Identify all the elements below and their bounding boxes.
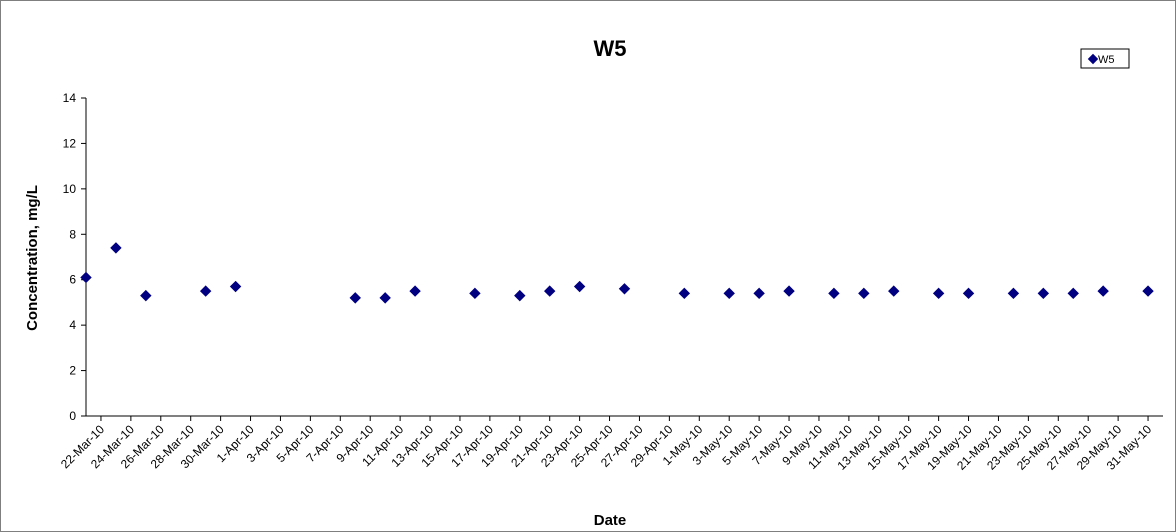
data-point xyxy=(858,287,870,300)
data-point xyxy=(469,287,481,300)
y-tick-label: 6 xyxy=(69,273,76,287)
y-tick-label: 2 xyxy=(69,364,76,378)
data-point xyxy=(573,280,586,293)
chart-title: W5 xyxy=(594,36,627,61)
data-point xyxy=(110,242,122,254)
data-point xyxy=(140,289,152,302)
y-tick-label: 14 xyxy=(63,91,77,105)
data-point xyxy=(409,285,421,297)
y-tick-label: 0 xyxy=(69,409,76,423)
y-axis-title: Concentration, mg/L xyxy=(24,185,41,331)
legend-marker-diamond-icon xyxy=(1087,53,1099,65)
x-axis: 22-Mar-1024-Mar-1026-Mar-1028-Mar-1030-M… xyxy=(58,415,1163,473)
data-point xyxy=(1007,287,1020,300)
data-point xyxy=(618,283,631,295)
y-tick-label: 8 xyxy=(69,227,76,241)
data-point xyxy=(544,285,556,297)
data-point xyxy=(888,285,900,297)
data-point xyxy=(514,289,526,302)
data-point xyxy=(828,287,840,300)
y-tick-label: 12 xyxy=(63,136,77,150)
data-points xyxy=(80,242,1154,304)
data-point xyxy=(1097,285,1109,297)
y-axis: 0 2 4 6 8 10 12 14 xyxy=(63,91,87,423)
data-point xyxy=(80,271,92,284)
legend: W5 xyxy=(1080,48,1130,69)
legend-label: W5 xyxy=(1098,54,1115,66)
data-point xyxy=(379,292,391,304)
y-tick-label: 10 xyxy=(63,182,77,196)
data-point xyxy=(1067,287,1079,300)
data-point xyxy=(199,285,212,297)
data-point xyxy=(932,287,945,300)
data-point xyxy=(723,287,735,300)
data-point xyxy=(1037,287,1050,300)
data-point xyxy=(1142,285,1154,297)
y-tick-label: 4 xyxy=(69,318,76,332)
data-point xyxy=(229,280,242,293)
data-point xyxy=(349,292,361,304)
data-point xyxy=(753,287,765,300)
x-axis-title: Date xyxy=(594,512,627,529)
data-point xyxy=(678,287,691,300)
data-point xyxy=(783,285,795,297)
data-point xyxy=(962,287,975,300)
